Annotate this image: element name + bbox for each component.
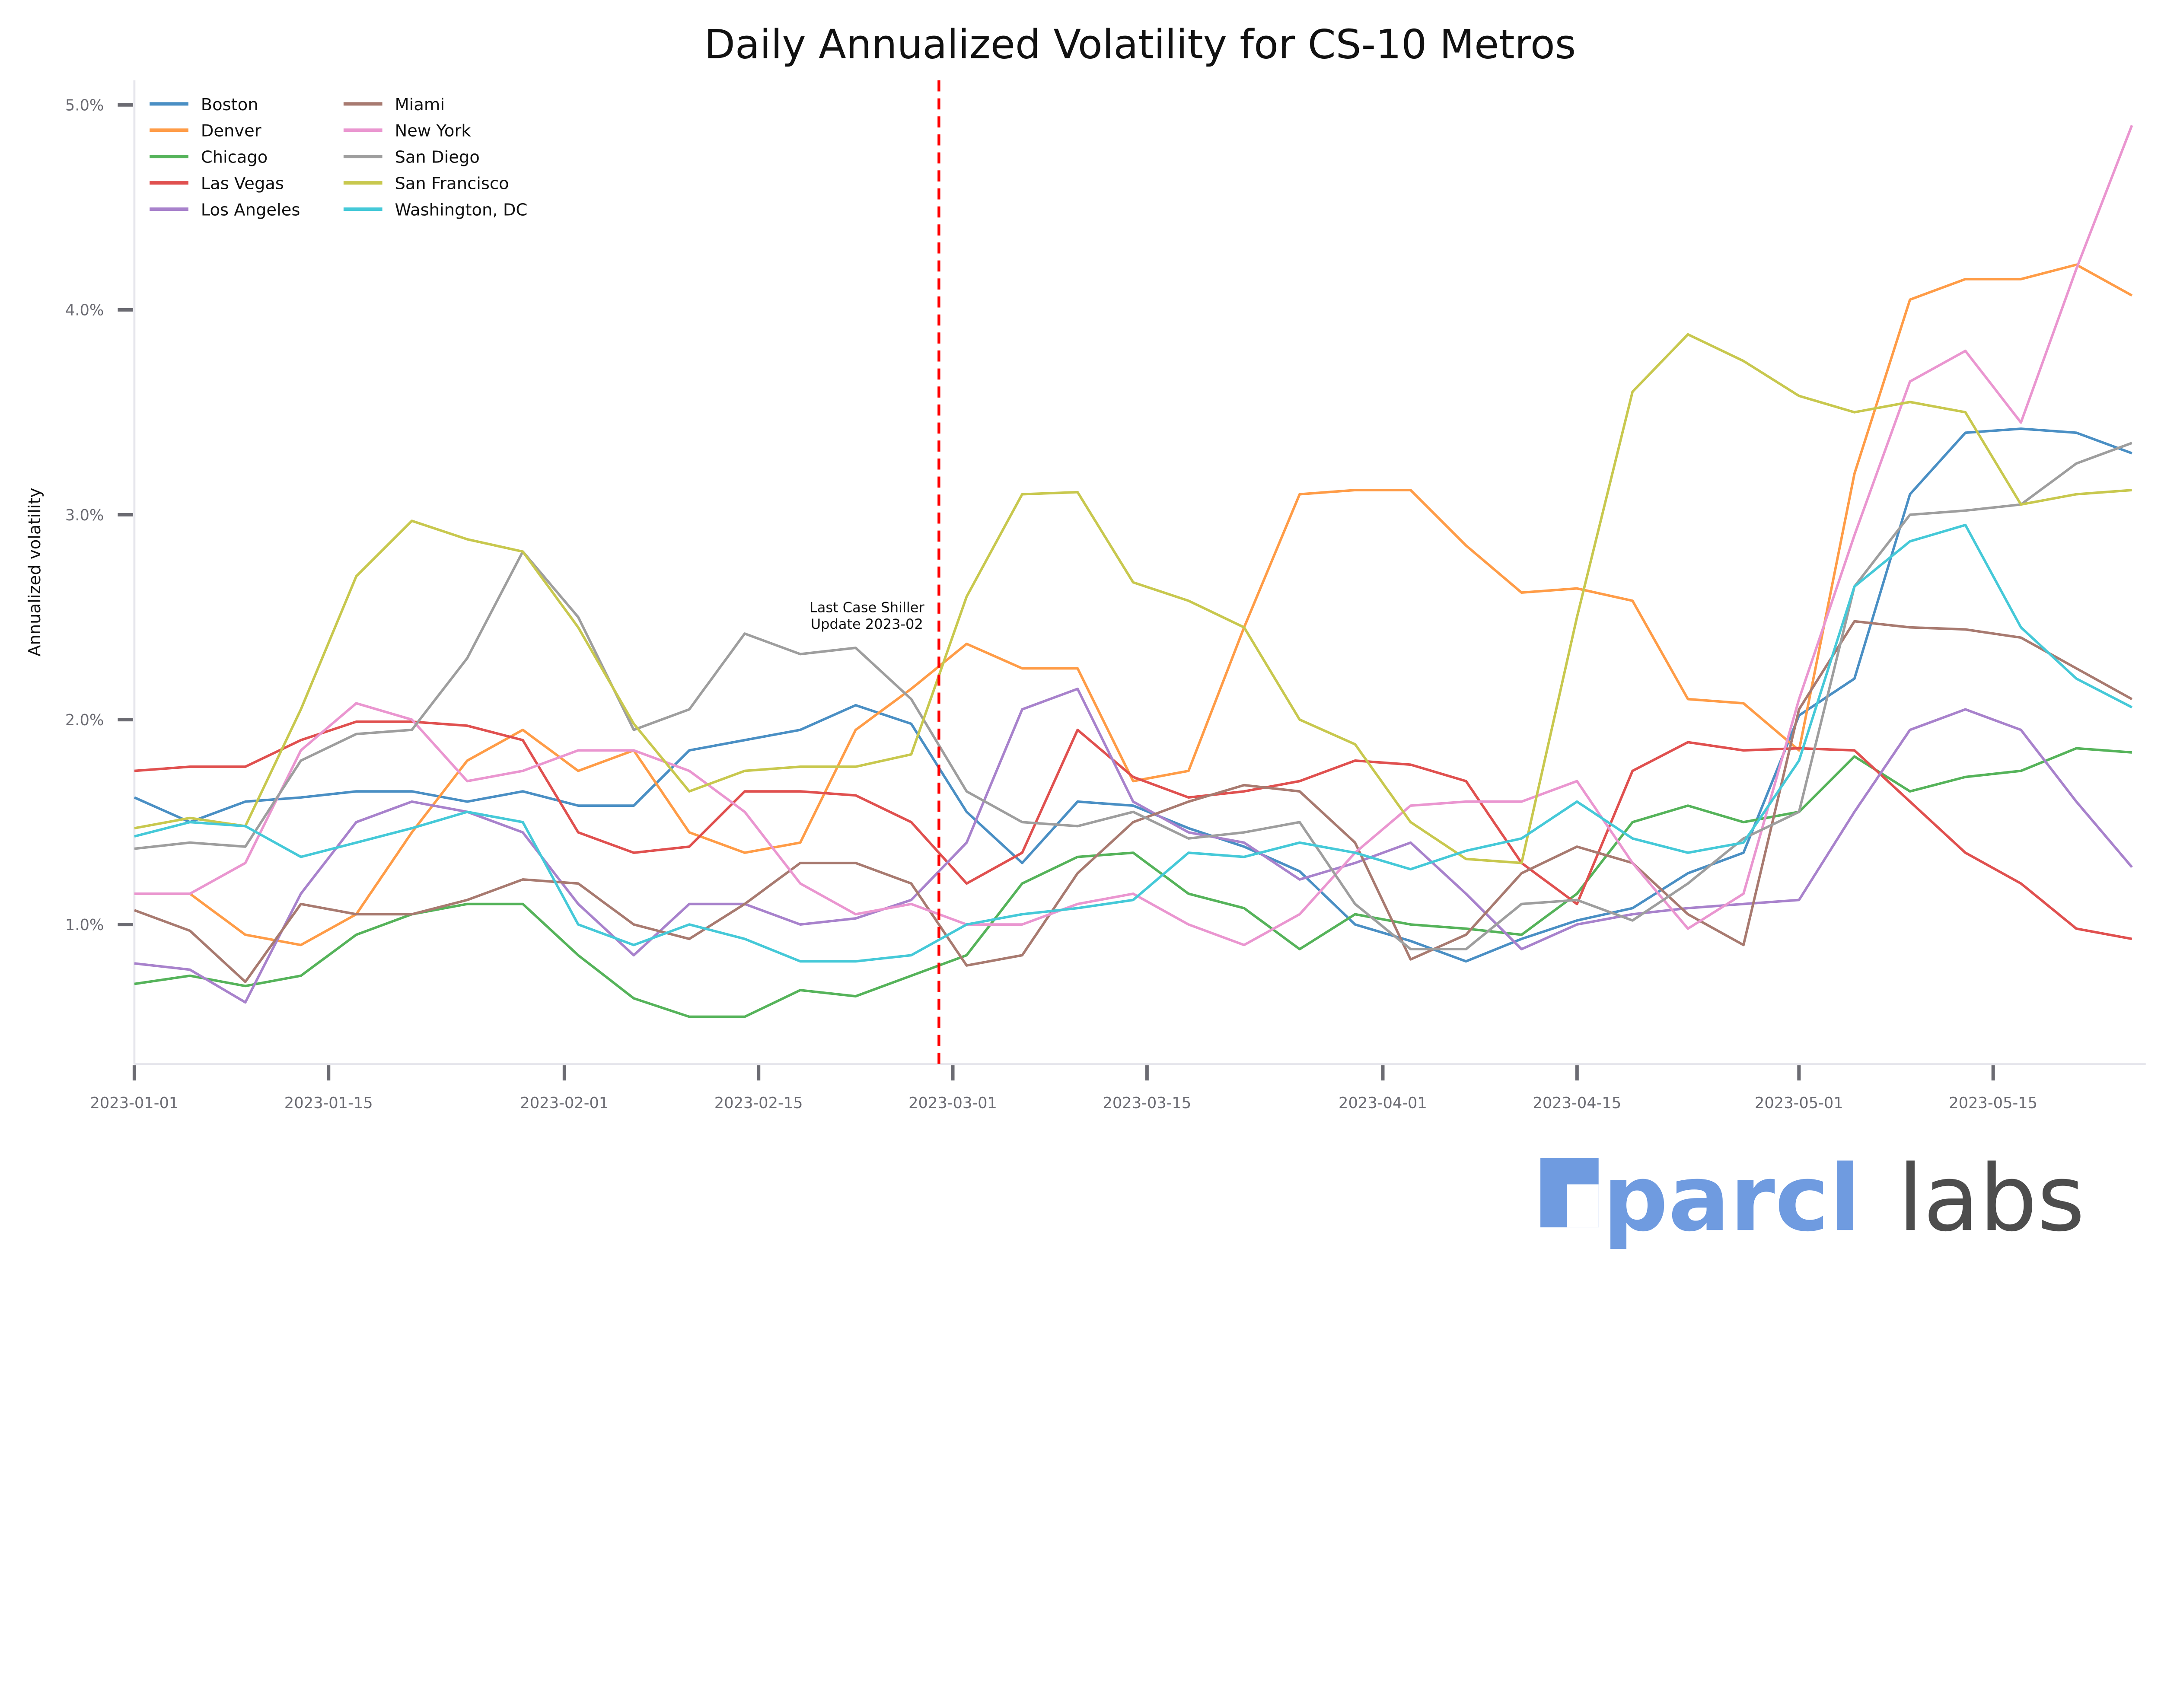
y-tick-label: 1.0% bbox=[65, 916, 104, 934]
legend-item: Los Angeles bbox=[150, 200, 300, 220]
legend-label: Chicago bbox=[201, 148, 268, 167]
annotation-line-2: Update 2023-02 bbox=[811, 616, 923, 632]
x-tick-label: 2023-04-15 bbox=[1533, 1094, 1621, 1112]
legend-item: Boston bbox=[150, 95, 258, 115]
x-tick-label: 2023-03-15 bbox=[1103, 1094, 1191, 1112]
y-axis-label: Annualized volatility bbox=[25, 488, 45, 656]
x-tick-label: 2023-02-01 bbox=[520, 1094, 609, 1112]
x-tick-label: 2023-05-15 bbox=[1949, 1094, 2037, 1112]
series-line-san-diego bbox=[134, 442, 2132, 951]
legend-item: San Diego bbox=[343, 148, 480, 167]
x-tick-label: 2023-03-01 bbox=[908, 1094, 997, 1112]
series-lines bbox=[134, 125, 2133, 1018]
x-tick-label: 2023-05-01 bbox=[1755, 1094, 1843, 1112]
series-line-san-francisco bbox=[134, 333, 2132, 864]
legend-item: New York bbox=[343, 121, 471, 141]
series-line-miami bbox=[134, 620, 2133, 983]
logo-text-labs: labs bbox=[1898, 1145, 2085, 1252]
series-line-new-york bbox=[134, 125, 2133, 946]
y-tick-label: 3.0% bbox=[65, 507, 104, 524]
x-tick-label: 2023-02-15 bbox=[714, 1094, 803, 1112]
series-line-boston bbox=[134, 427, 2132, 963]
series-line-washington-dc bbox=[134, 523, 2133, 963]
x-ticks: 2023-01-01 2023-01-15 2023-02-01 2023-02-15… bbox=[90, 1065, 2037, 1112]
legend-label: New York bbox=[395, 121, 471, 141]
legend: Boston Denver Chicago Las Vegas Los Angeles M… bbox=[150, 95, 527, 220]
y-tick-label: 4.0% bbox=[65, 302, 104, 319]
parcl-labs-logo: parcl labs bbox=[1540, 1145, 2085, 1252]
legend-label: Denver bbox=[201, 121, 261, 141]
x-tick-label: 2023-04-01 bbox=[1339, 1094, 1427, 1112]
y-tick-label: 5.0% bbox=[65, 97, 104, 115]
logo-mark-cutout bbox=[1566, 1184, 1599, 1227]
legend-label: Los Angeles bbox=[201, 200, 300, 220]
legend-label: Washington, DC bbox=[395, 200, 527, 220]
series-line-las-vegas bbox=[134, 720, 2132, 940]
legend-label: Boston bbox=[201, 95, 258, 115]
volatility-chart: Daily Annualized Volatility for CS-10 Me… bbox=[25, 21, 2146, 1252]
series-line-chicago bbox=[134, 747, 2132, 1018]
chart-title: Daily Annualized Volatility for CS-10 Me… bbox=[704, 21, 1576, 68]
y-tick-label: 2.0% bbox=[65, 711, 104, 729]
y-ticks: 1.0% 2.0% 3.0% 4.0% 5.0% bbox=[65, 97, 133, 934]
annotation: Last Case Shiller Update 2023-02 bbox=[810, 80, 940, 1064]
legend-label: San Francisco bbox=[395, 174, 509, 193]
legend-item: San Francisco bbox=[343, 174, 509, 193]
x-tick-label: 2023-01-01 bbox=[90, 1094, 178, 1112]
logo-text-parcl: parcl bbox=[1603, 1145, 1860, 1252]
legend-item: Washington, DC bbox=[343, 200, 527, 220]
legend-label: Miami bbox=[395, 95, 445, 115]
legend-item: Chicago bbox=[150, 148, 268, 167]
legend-item: Las Vegas bbox=[150, 174, 284, 193]
series-line-los-angeles bbox=[134, 688, 2133, 1004]
series-line-denver bbox=[134, 263, 2133, 946]
legend-label: Las Vegas bbox=[201, 174, 284, 193]
legend-item: Denver bbox=[150, 121, 261, 141]
legend-label: San Diego bbox=[395, 148, 479, 167]
annotation-line-1: Last Case Shiller bbox=[810, 599, 925, 616]
x-tick-label: 2023-01-15 bbox=[284, 1094, 373, 1112]
legend-item: Miami bbox=[343, 95, 445, 115]
